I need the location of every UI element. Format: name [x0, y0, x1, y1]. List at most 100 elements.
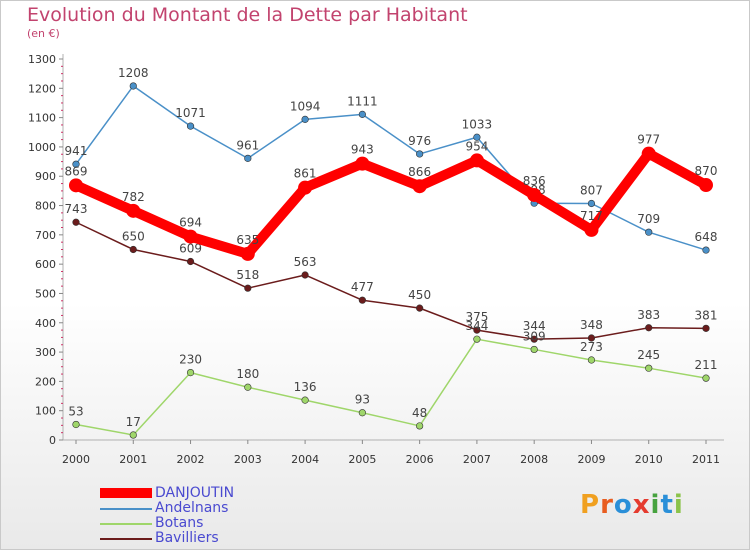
data-point — [301, 271, 309, 279]
data-label: 450 — [408, 288, 431, 302]
data-label: 1071 — [175, 106, 206, 120]
data-point — [416, 422, 424, 430]
x-tick-label: 2005 — [348, 453, 376, 466]
data-label: 245 — [637, 348, 660, 362]
data-label: 348 — [580, 318, 603, 332]
y-tick-label: 400 — [35, 317, 56, 330]
data-label: 48 — [412, 406, 427, 420]
data-point — [527, 187, 542, 202]
data-label: 609 — [179, 242, 202, 256]
legend-swatch — [100, 538, 152, 540]
data-label: 650 — [122, 230, 145, 244]
data-point — [244, 284, 252, 292]
data-point — [129, 431, 137, 439]
data-point — [641, 146, 656, 161]
data-label: 309 — [523, 329, 546, 343]
data-point — [702, 374, 710, 382]
data-point — [186, 122, 195, 130]
data-point — [416, 304, 424, 312]
x-tick-label: 2004 — [291, 453, 319, 466]
data-label: 518 — [236, 268, 259, 282]
data-point — [699, 178, 713, 193]
series-line-bavilliers — [75, 221, 707, 340]
legend-swatch — [100, 508, 152, 510]
chart-title: Evolution du Montant de la Dette par Hab… — [27, 4, 468, 26]
data-label: 230 — [179, 353, 202, 367]
chart-legend: DANJOUTIN Andelnans Botans Bavilliers — [100, 486, 300, 546]
data-label: 943 — [351, 143, 374, 157]
data-label: 375 — [465, 310, 488, 324]
data-point — [416, 150, 424, 158]
series-andelnans: 9411208107196110941111976103380880770964… — [65, 66, 718, 254]
logo-letter: i — [650, 490, 661, 520]
data-label: 1033 — [462, 117, 493, 131]
data-label: 93 — [355, 393, 370, 407]
data-label: 1094 — [290, 99, 321, 113]
legend-label: DANJOUTIN — [155, 485, 235, 501]
x-tick-label: 2009 — [577, 453, 605, 466]
logo-letter: i — [673, 490, 684, 520]
series-danjoutin: 869 782 694 635 861 943 866 954 836 717 977 870 — [65, 133, 718, 261]
x-tick-label: 2008 — [520, 453, 548, 466]
data-point — [469, 153, 484, 168]
data-label: 53 — [68, 404, 83, 418]
data-point — [587, 199, 596, 208]
data-point — [645, 228, 653, 236]
data-label: 563 — [294, 255, 317, 269]
data-label: 1208 — [118, 66, 149, 80]
data-label: 694 — [179, 216, 202, 230]
data-point — [645, 324, 653, 332]
data-label: 954 — [465, 139, 488, 153]
y-tick-label: 200 — [35, 375, 56, 388]
data-point — [530, 335, 538, 343]
data-label: 136 — [294, 380, 317, 394]
data-point — [301, 115, 309, 123]
legend-swatch — [100, 488, 152, 498]
series-line-botans — [75, 338, 707, 436]
data-point — [587, 356, 596, 364]
data-label: 717 — [580, 209, 603, 223]
y-tick-label: 1300 — [28, 53, 56, 66]
data-label: 273 — [580, 340, 603, 354]
data-point — [584, 222, 599, 237]
data-label: 861 — [294, 167, 317, 181]
data-label: 782 — [122, 190, 145, 204]
data-point — [358, 409, 366, 417]
data-point — [183, 229, 198, 244]
logo-letter: P — [580, 490, 601, 520]
data-point — [72, 420, 80, 429]
y-tick-label: 800 — [35, 200, 56, 213]
legend-swatch — [100, 523, 152, 525]
series-line-andelnans — [75, 85, 707, 251]
data-label: 961 — [236, 138, 259, 152]
data-label: 870 — [695, 164, 718, 178]
x-tick-label: 2000 — [62, 453, 90, 466]
data-point — [412, 179, 427, 194]
data-point — [126, 203, 141, 218]
data-label: 381 — [695, 308, 718, 322]
legend-item-botans: Botans — [100, 516, 300, 531]
data-label: 976 — [408, 134, 431, 148]
y-tick-label: 600 — [35, 258, 56, 271]
data-point — [473, 335, 481, 343]
data-point — [587, 334, 596, 342]
line-chart: 0 100 200 300 400 500 600 700 800 900 1000 1100 1200… — [28, 53, 724, 466]
legend-label: Andelnans — [155, 500, 229, 516]
logo-letter: o — [613, 490, 633, 520]
data-point — [69, 178, 83, 193]
logo-letter: r — [600, 490, 614, 520]
data-point — [298, 180, 313, 195]
legend-label: Botans — [155, 515, 204, 531]
data-point — [702, 324, 710, 332]
data-point — [358, 296, 366, 304]
data-point — [702, 246, 710, 254]
data-label: 648 — [695, 230, 718, 244]
data-point — [186, 257, 195, 266]
data-label: 743 — [65, 202, 88, 216]
data-label: 977 — [637, 133, 660, 147]
data-point — [129, 245, 137, 254]
data-point — [301, 396, 309, 404]
data-label: 344 — [465, 319, 488, 333]
